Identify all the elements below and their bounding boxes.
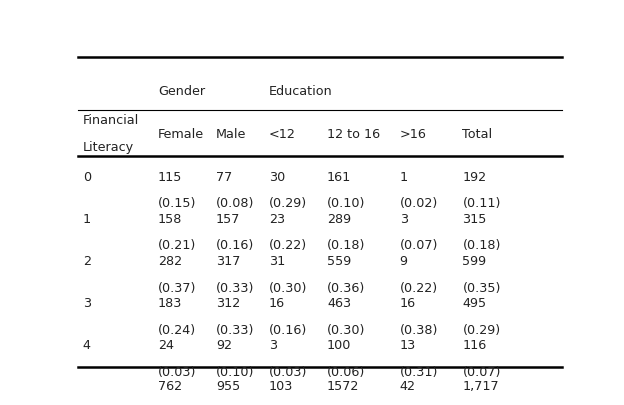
Text: 0: 0 <box>83 170 91 183</box>
Text: (0.07): (0.07) <box>399 239 438 252</box>
Text: (0.18): (0.18) <box>327 239 366 252</box>
Text: (0.03): (0.03) <box>158 365 196 378</box>
Text: Male: Male <box>216 128 246 141</box>
Text: (0.18): (0.18) <box>462 239 501 252</box>
Text: (0.22): (0.22) <box>269 239 307 252</box>
Text: 192: 192 <box>462 170 487 183</box>
Text: (0.07): (0.07) <box>462 365 501 378</box>
Text: (0.24): (0.24) <box>158 323 196 336</box>
Text: (0.22): (0.22) <box>399 281 437 294</box>
Text: 16: 16 <box>269 296 285 309</box>
Text: (0.37): (0.37) <box>158 281 196 294</box>
Text: 157: 157 <box>216 212 240 225</box>
Text: (0.21): (0.21) <box>158 239 196 252</box>
Text: 103: 103 <box>269 379 293 392</box>
Text: 158: 158 <box>158 212 182 225</box>
Text: (0.10): (0.10) <box>327 197 366 210</box>
Text: (0.30): (0.30) <box>269 281 308 294</box>
Text: 2: 2 <box>83 254 91 267</box>
Text: 955: 955 <box>216 379 240 392</box>
Text: 16: 16 <box>399 296 416 309</box>
Text: 116: 116 <box>462 339 487 352</box>
Text: (0.16): (0.16) <box>216 239 254 252</box>
Text: (0.02): (0.02) <box>399 197 438 210</box>
Text: (0.38): (0.38) <box>399 323 438 336</box>
Text: (0.10): (0.10) <box>216 365 254 378</box>
Text: 115: 115 <box>158 170 182 183</box>
Text: 1,717: 1,717 <box>462 379 499 392</box>
Text: Education: Education <box>269 85 333 98</box>
Text: 183: 183 <box>158 296 182 309</box>
Text: 31: 31 <box>269 254 285 267</box>
Text: 3: 3 <box>399 212 407 225</box>
Text: Literacy: Literacy <box>83 141 134 153</box>
Text: 495: 495 <box>462 296 487 309</box>
Text: (0.11): (0.11) <box>462 197 501 210</box>
Text: (0.30): (0.30) <box>327 323 366 336</box>
Text: 282: 282 <box>158 254 182 267</box>
Text: 23: 23 <box>269 212 285 225</box>
Text: 100: 100 <box>327 339 351 352</box>
Text: 3: 3 <box>269 339 277 352</box>
Text: 315: 315 <box>462 212 487 225</box>
Text: (0.29): (0.29) <box>462 323 500 336</box>
Text: Gender: Gender <box>158 85 205 98</box>
Text: 762: 762 <box>158 379 182 392</box>
Text: 77: 77 <box>216 170 232 183</box>
Text: 1572: 1572 <box>327 379 359 392</box>
Text: (0.16): (0.16) <box>269 323 307 336</box>
Text: 42: 42 <box>399 379 416 392</box>
Text: Financial: Financial <box>83 114 139 127</box>
Text: 9: 9 <box>399 254 407 267</box>
Text: 4: 4 <box>83 339 91 352</box>
Text: 317: 317 <box>216 254 240 267</box>
Text: 92: 92 <box>216 339 232 352</box>
Text: (0.35): (0.35) <box>462 281 501 294</box>
Text: Total: Total <box>462 128 492 141</box>
Text: 12 to 16: 12 to 16 <box>327 128 380 141</box>
Text: 559: 559 <box>327 254 351 267</box>
Text: (0.29): (0.29) <box>269 197 307 210</box>
Text: (0.33): (0.33) <box>216 281 254 294</box>
Text: (0.08): (0.08) <box>216 197 254 210</box>
Text: <12: <12 <box>269 128 296 141</box>
Text: 1: 1 <box>399 170 407 183</box>
Text: 3: 3 <box>83 296 91 309</box>
Text: 463: 463 <box>327 296 351 309</box>
Text: 24: 24 <box>158 339 174 352</box>
Text: 289: 289 <box>327 212 351 225</box>
Text: 312: 312 <box>216 296 240 309</box>
Text: 599: 599 <box>462 254 487 267</box>
Text: Female: Female <box>158 128 204 141</box>
Text: >16: >16 <box>399 128 426 141</box>
Text: 161: 161 <box>327 170 351 183</box>
Text: (0.31): (0.31) <box>399 365 438 378</box>
Text: (0.33): (0.33) <box>216 323 254 336</box>
Text: 1: 1 <box>83 212 91 225</box>
Text: (0.36): (0.36) <box>327 281 365 294</box>
Text: 13: 13 <box>399 339 416 352</box>
Text: (0.03): (0.03) <box>269 365 308 378</box>
Text: (0.15): (0.15) <box>158 197 196 210</box>
Text: 30: 30 <box>269 170 285 183</box>
Text: (0.06): (0.06) <box>327 365 365 378</box>
